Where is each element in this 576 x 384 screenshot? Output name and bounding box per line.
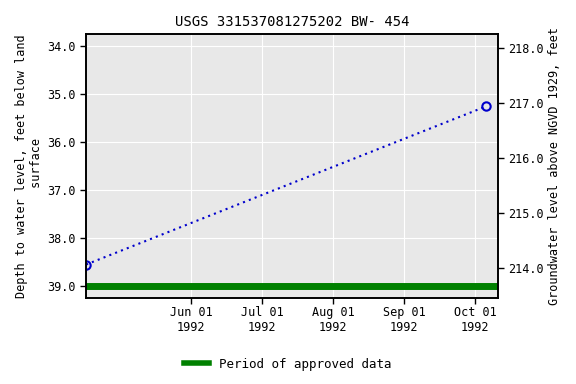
Legend: Period of approved data: Period of approved data — [179, 353, 397, 376]
Title: USGS 331537081275202 BW- 454: USGS 331537081275202 BW- 454 — [175, 15, 409, 29]
Y-axis label: Groundwater level above NGVD 1929, feet: Groundwater level above NGVD 1929, feet — [548, 27, 561, 305]
Y-axis label: Depth to water level, feet below land
 surface: Depth to water level, feet below land su… — [15, 35, 43, 298]
